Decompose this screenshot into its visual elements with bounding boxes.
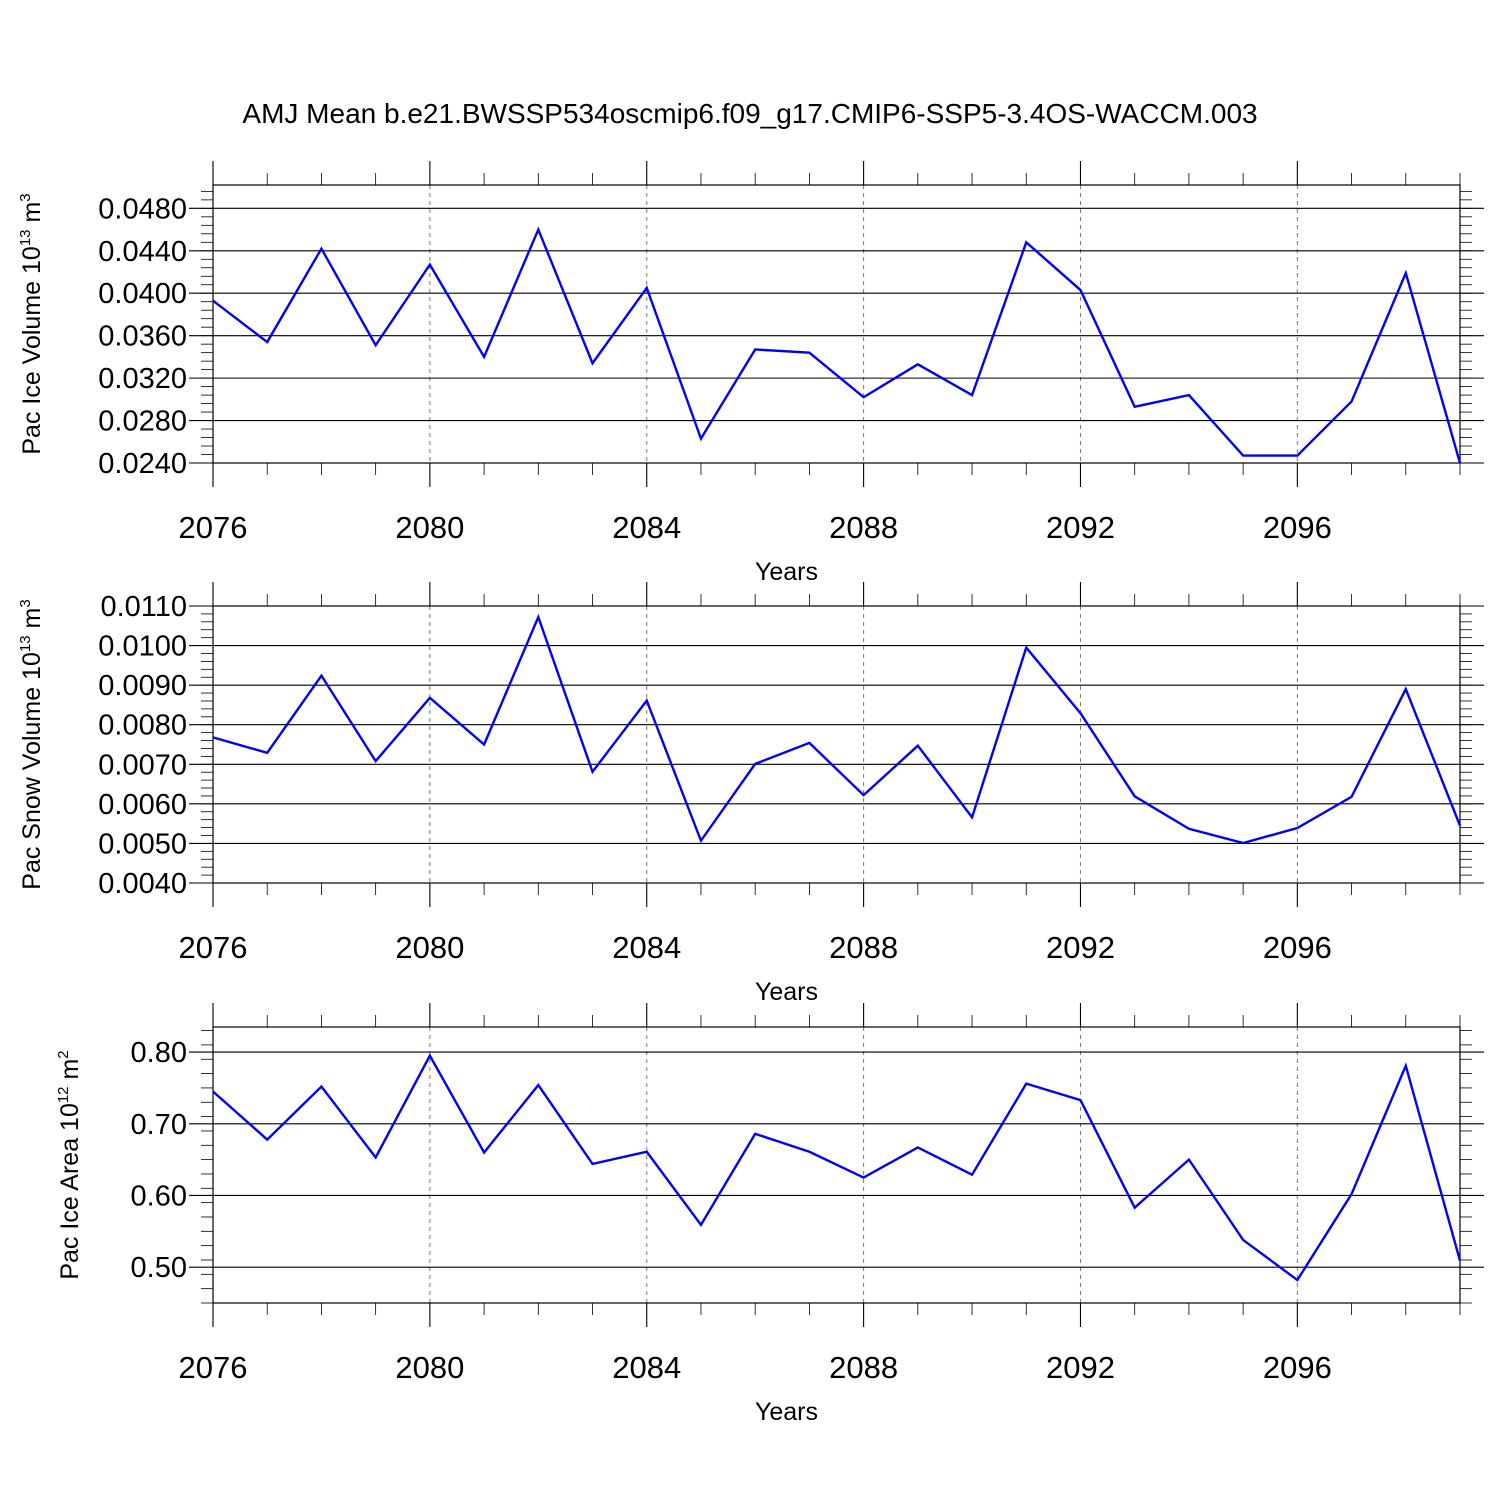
y-tick-label: 0.80 xyxy=(131,1037,187,1069)
y-axis-label: Pac Snow Volume 1013 m3 xyxy=(17,599,46,889)
x-axis-label: Years xyxy=(755,978,818,1006)
x-tick-label: 2084 xyxy=(612,510,681,545)
x-tick-label: 2080 xyxy=(395,930,464,965)
y-tick-label: 0.0100 xyxy=(98,631,187,663)
y-tick-label: 0.0040 xyxy=(98,868,187,900)
y-tick-label: 0.50 xyxy=(131,1252,187,1284)
plot-frame xyxy=(212,605,1461,884)
x-axis-label: Years xyxy=(755,1398,818,1426)
y-axis-label: Pac Ice Area 1012 m2 xyxy=(55,1050,84,1279)
x-tick-label: 2096 xyxy=(1263,510,1332,545)
x-tick-label: 2092 xyxy=(1046,930,1115,965)
figure-title: AMJ Mean b.e21.BWSSP534oscmip6.f09_g17.C… xyxy=(242,98,1257,129)
series-line xyxy=(212,226,1462,464)
y-tick-label: 0.0110 xyxy=(100,591,187,623)
y-tick-label: 0.0070 xyxy=(98,749,187,781)
y-tick-label: 0.0060 xyxy=(98,789,187,821)
x-tick-label: 2096 xyxy=(1263,1350,1332,1385)
y-tick-label: 0.0080 xyxy=(98,710,187,742)
x-tick-label: 2080 xyxy=(395,1350,464,1385)
x-axis-label: Years xyxy=(755,558,818,586)
x-tick-label: 2088 xyxy=(829,510,898,545)
x-tick-label: 2084 xyxy=(612,1350,681,1385)
y-tick-label: 0.60 xyxy=(131,1180,187,1212)
y-tick-label: 0.0240 xyxy=(98,448,187,480)
series-line xyxy=(212,1053,1462,1282)
x-tick-label: 2092 xyxy=(1046,1350,1115,1385)
panel-1: 2076 2080 2084 2088 2092 2096 0.0240 0.0280 0.03… xyxy=(17,161,1484,586)
y-tick-label: 0.0320 xyxy=(98,363,187,395)
y-tick-label: 0.0400 xyxy=(98,278,187,310)
panel-3: 2076 2080 2084 2088 2092 2096 0.50 0.60 0.70 0.80… xyxy=(55,1003,1484,1426)
x-tick-label: 2088 xyxy=(829,1350,898,1385)
y-tick-label: 0.0480 xyxy=(98,193,187,225)
x-tick-label: 2076 xyxy=(179,1350,248,1385)
x-tick-label: 2088 xyxy=(829,930,898,965)
panels: 2076 2080 2084 2088 2092 2096 0.0240 0.0280 0.03… xyxy=(17,161,1484,1426)
y-tick-label: 0.0440 xyxy=(98,236,187,268)
y-tick-label: 0.0280 xyxy=(98,406,187,438)
x-tick-label: 2092 xyxy=(1046,510,1115,545)
x-tick-label: 2076 xyxy=(179,930,248,965)
x-tick-label: 2080 xyxy=(395,510,464,545)
y-tick-label: 0.0050 xyxy=(98,828,187,860)
y-axis-label: Pac Ice Volume 1013 m3 xyxy=(17,193,46,454)
x-tick-label: 2096 xyxy=(1263,930,1332,965)
plot-frame xyxy=(212,184,1461,464)
y-tick-label: 0.0360 xyxy=(98,321,187,353)
x-tick-label: 2084 xyxy=(612,930,681,965)
panel-2: 2076 2080 2084 2088 2092 2096 0.0040 0.0050 0.00… xyxy=(17,582,1484,1006)
series-line xyxy=(212,613,1462,845)
y-tick-label: 0.70 xyxy=(131,1109,187,1141)
plot-frame xyxy=(212,1026,1461,1304)
y-tick-label: 0.0090 xyxy=(98,670,187,702)
x-tick-label: 2076 xyxy=(179,510,248,545)
